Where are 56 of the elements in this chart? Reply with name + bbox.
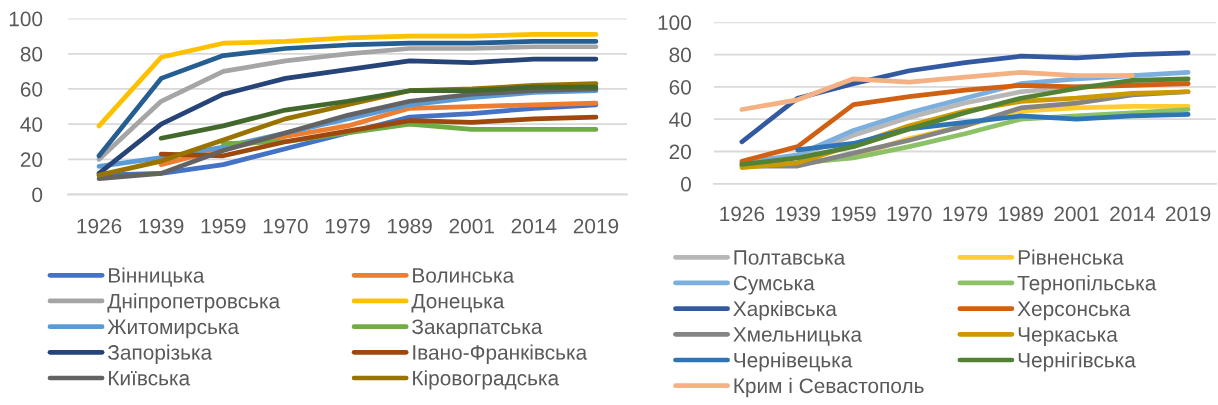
legend-label: Київська: [109, 370, 191, 386]
legend-label: Дніпропетровська: [107, 293, 281, 313]
y-tick-label: 100: [658, 15, 691, 31]
y-tick-label: 40: [669, 112, 691, 127]
x-tick-label: 1959: [201, 218, 246, 234]
line-series: [158, 114, 599, 159]
x-tick-label: 2019: [573, 218, 619, 234]
y-tick-label: 20: [669, 144, 691, 160]
x-tick-label: 1939: [776, 206, 820, 222]
x-tick-label: 2019: [1165, 206, 1211, 222]
y-tick-label: 60: [669, 79, 691, 95]
x-tick-label: 1979: [943, 206, 988, 222]
y-tick-label: 40: [20, 117, 43, 132]
legend-label: Запорізька: [107, 344, 213, 364]
legend-label: Донецька: [411, 293, 505, 313]
legend-label: Сумська: [733, 275, 815, 295]
line-series: [96, 56, 599, 176]
legend-label: Рівненська: [1018, 249, 1124, 265]
x-tick-label: 2014: [1110, 206, 1155, 222]
legend-label: Чернівецька: [734, 352, 853, 372]
y-tick-label: 20: [20, 152, 43, 168]
y-tick-label: 0: [681, 176, 691, 192]
y-tick-label: 0: [32, 187, 43, 203]
x-tick-label: 1959: [831, 206, 876, 222]
x-tick-label: 2014: [511, 218, 557, 234]
y-tick-label: 80: [20, 46, 43, 62]
x-tick-label: 1939: [139, 218, 184, 234]
y-tick-label: 100: [9, 11, 43, 27]
x-tick-label: 1926: [77, 218, 122, 234]
legend-label: Харківська: [733, 300, 837, 321]
legend-label: Полтавська: [734, 250, 846, 265]
x-tick-label: 2001: [1054, 206, 1099, 222]
y-tick-label: 80: [669, 47, 691, 63]
line-series: [96, 32, 599, 129]
legend-label: Тернопільська: [1017, 275, 1157, 295]
line-series: [739, 70, 1135, 112]
legend-label: Хмельницька: [733, 327, 862, 346]
x-tick-label: 1989: [388, 218, 432, 234]
y-tick-label: 60: [20, 81, 43, 97]
legend-label: Волинська: [413, 268, 515, 283]
legend-label: Чернігівська: [1018, 352, 1136, 372]
x-tick-label: 1970: [887, 206, 932, 222]
legend-label: Івано-Франківська: [413, 344, 588, 364]
x-tick-label: 1979: [325, 218, 370, 234]
legend-label: Крим і Севастополь: [734, 377, 924, 398]
legend-label: Херсонська: [1017, 301, 1131, 321]
x-tick-label: 2001: [449, 218, 494, 234]
legend-label: Вінницька: [109, 267, 205, 287]
legend-label: Закарпатська: [412, 319, 543, 339]
x-tick-label: 1989: [999, 206, 1043, 222]
x-tick-label: 1926: [720, 206, 765, 222]
legend-label: Кіровоградська: [413, 370, 560, 390]
line-series: [158, 84, 599, 141]
legend-label: Житомирська: [107, 319, 240, 339]
x-tick-label: 1970: [263, 218, 308, 234]
legend-label: Черкаська: [1018, 327, 1118, 346]
